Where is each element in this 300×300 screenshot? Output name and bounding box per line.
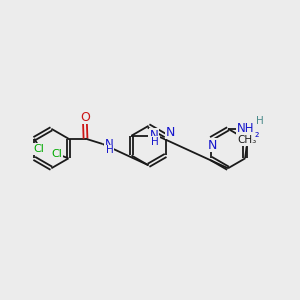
Text: N: N bbox=[150, 129, 158, 142]
Text: H: H bbox=[106, 146, 113, 155]
Text: Cl: Cl bbox=[33, 144, 44, 154]
Text: NH: NH bbox=[237, 122, 254, 135]
Text: ₂: ₂ bbox=[254, 129, 259, 139]
Text: N: N bbox=[208, 139, 217, 152]
Text: N: N bbox=[166, 126, 175, 139]
Text: N: N bbox=[246, 129, 255, 142]
Text: H: H bbox=[152, 136, 159, 147]
Text: Cl: Cl bbox=[52, 149, 63, 159]
Text: CH₃: CH₃ bbox=[238, 135, 257, 145]
Text: H: H bbox=[256, 116, 263, 126]
Text: O: O bbox=[80, 111, 90, 124]
Text: N: N bbox=[105, 138, 113, 151]
